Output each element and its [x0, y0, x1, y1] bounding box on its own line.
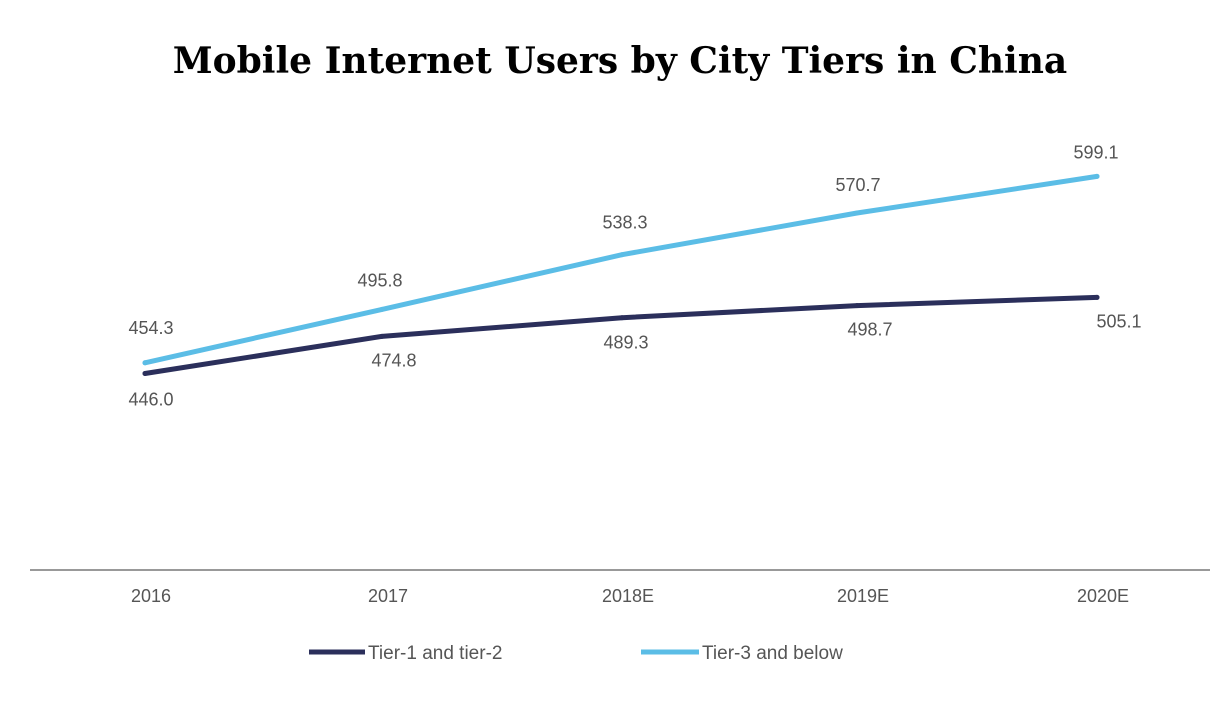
data-label-tier-1-and-tier-2-2019e: 498.7 — [847, 320, 892, 340]
series-tier-1-and-tier-2: 446.0 474.8 489.3 498.7 505.1 — [128, 294, 1142, 410]
legend: Tier-1 and tier-2 Tier-3 and below — [309, 643, 843, 664]
data-point-tier-1-and-tier-2-2016 — [142, 371, 148, 376]
x-tick-label-2017: 2017 — [368, 586, 408, 606]
data-label-tier-3-and-below-2019e: 570.7 — [835, 175, 880, 195]
data-point-tier-3-and-below-2018e — [619, 252, 625, 258]
data-label-tier-1-and-tier-2-2017: 474.8 — [371, 350, 416, 370]
data-point-tier-3-and-below-2017 — [379, 306, 385, 312]
data-label-tier-1-and-tier-2-2020e: 505.1 — [1096, 311, 1141, 331]
data-label-tier-3-and-below-2017: 495.8 — [357, 270, 402, 290]
x-tick-label-2016: 2016 — [131, 586, 171, 606]
data-label-tier-1-and-tier-2-2016: 446.0 — [128, 390, 173, 410]
data-point-tier-1-and-tier-2-2019e — [854, 303, 860, 309]
data-point-tier-3-and-below-2020e — [1094, 173, 1100, 179]
legend-label-tier-1-and-tier-2: Tier-1 and tier-2 — [368, 643, 502, 664]
x-tick-label-2019e: 2019E — [837, 586, 889, 606]
legend-label-tier-3-and-below: Tier-3 and below — [702, 643, 843, 664]
data-point-tier-3-and-below-2016 — [142, 360, 148, 366]
chart-title: Mobile Internet Users by City Tiers in C… — [173, 40, 1067, 82]
data-point-tier-1-and-tier-2-2018e — [619, 315, 625, 321]
series-tier-3-and-below: 454.3 495.8 538.3 570.7 599.1 — [128, 142, 1119, 366]
data-point-tier-1-and-tier-2-2020e — [1094, 294, 1100, 300]
x-tick-label-2020e: 2020E — [1077, 586, 1129, 606]
legend-item-tier-1-and-tier-2[interactable]: Tier-1 and tier-2 — [309, 643, 502, 664]
data-point-tier-1-and-tier-2-2017 — [379, 333, 385, 339]
data-label-tier-1-and-tier-2-2018e: 489.3 — [603, 333, 648, 353]
x-tick-labels: 2016 2017 2018E 2019E 2020E — [131, 586, 1129, 606]
data-point-tier-3-and-below-2019e — [854, 210, 860, 216]
legend-item-tier-3-and-below[interactable]: Tier-3 and below — [641, 643, 843, 664]
data-label-tier-3-and-below-2020e: 599.1 — [1073, 142, 1118, 162]
series-layer: 446.0 474.8 489.3 498.7 505.1 454.3 495.8 538.3… — [128, 142, 1141, 409]
data-label-tier-3-and-below-2018e: 538.3 — [602, 213, 647, 233]
data-label-tier-3-and-below-2016: 454.3 — [128, 318, 173, 338]
x-tick-label-2018e: 2018E — [602, 586, 654, 606]
